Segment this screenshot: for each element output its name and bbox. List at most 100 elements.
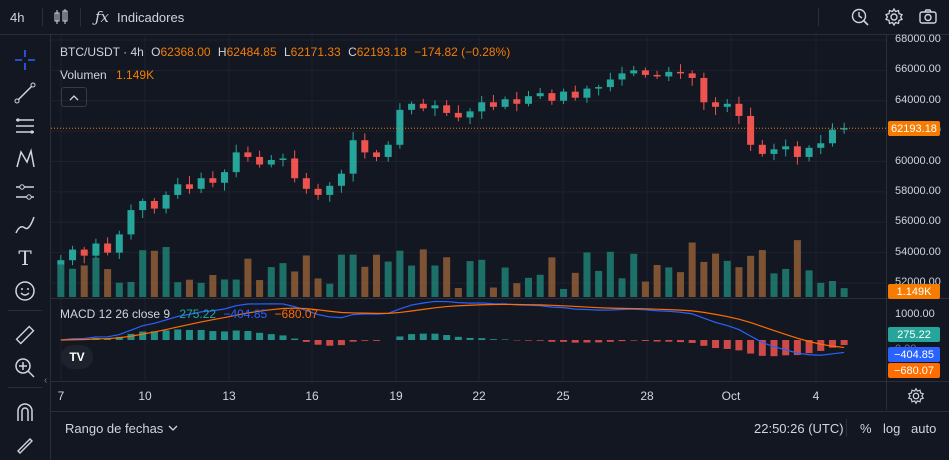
macd-histogram-bar	[770, 340, 778, 357]
settings-button[interactable]	[884, 0, 904, 34]
replay-button[interactable]	[850, 0, 870, 34]
candle-body	[793, 146, 801, 157]
symbol-name[interactable]: BTC/USDT · 4h	[60, 45, 144, 59]
candle-body	[513, 99, 521, 104]
open-label: O	[151, 45, 161, 59]
candle-body	[185, 184, 193, 189]
candle-body	[408, 103, 416, 110]
volume-bar	[676, 272, 684, 297]
tradingview-logo[interactable]: TV	[61, 345, 93, 369]
volume-bar	[466, 261, 474, 297]
trendline-tool[interactable]	[12, 80, 38, 106]
macd-histogram-bar	[127, 333, 135, 340]
interval-button[interactable]: 4h	[10, 0, 24, 34]
pattern-tool[interactable]	[12, 146, 38, 172]
trendline-icon	[14, 82, 36, 104]
candle-body	[69, 249, 77, 261]
measure-tool[interactable]	[12, 322, 38, 348]
candle-body	[57, 260, 65, 265]
snapshot-button[interactable]	[918, 0, 938, 34]
percent-toggle[interactable]: %	[860, 412, 872, 444]
candle-body	[162, 194, 170, 209]
chart-canvas[interactable]	[51, 35, 886, 410]
time-axis-label: 7	[57, 389, 65, 403]
volume-bar	[700, 261, 708, 297]
volume-bar	[127, 281, 135, 297]
macd-histogram-bar	[279, 335, 287, 340]
volume-tag-value: 1.149K	[896, 285, 932, 298]
candle-body	[373, 152, 381, 157]
volume-bar	[139, 250, 147, 297]
crosshair-tool[interactable]	[12, 47, 38, 73]
auto-toggle[interactable]: auto	[911, 412, 936, 444]
magnet-tool[interactable]	[12, 399, 38, 425]
candle-body	[267, 159, 275, 165]
text-tool[interactable]: T	[12, 245, 38, 271]
macd-histogram-bar	[115, 336, 123, 340]
candle-body	[127, 210, 135, 235]
brush-tool[interactable]	[12, 212, 38, 238]
candle-body	[221, 172, 229, 183]
volume-bar	[373, 254, 381, 297]
volume-bar	[92, 257, 100, 297]
macd-histogram-bar	[524, 340, 532, 341]
candle-body	[326, 185, 334, 195]
prediction-tool[interactable]	[12, 179, 38, 205]
macd-label[interactable]: MACD 12 26 close 9	[60, 307, 171, 321]
candles-icon	[54, 9, 68, 24]
candle-body	[466, 111, 474, 118]
macd-histogram-bar	[314, 340, 322, 345]
zoom-tool[interactable]	[12, 355, 38, 381]
date-range-button[interactable]: Rango de fechas	[65, 412, 178, 444]
time-axis-label: 25	[556, 389, 570, 403]
last-price-value: 62193.18	[891, 122, 937, 135]
volume-bar	[408, 265, 416, 297]
macd-histogram-bar	[454, 336, 462, 340]
volume-bar	[583, 252, 591, 297]
fib-tool[interactable]	[12, 113, 38, 139]
macd-histogram-bar	[630, 340, 638, 341]
volume-label[interactable]: Volumen	[60, 68, 107, 82]
signal-line	[60, 303, 845, 349]
macd-histogram-bar	[676, 340, 684, 343]
interval-label: 4h	[10, 9, 25, 25]
chart-type-button[interactable]	[53, 0, 69, 34]
collapse-toolbar-icon[interactable]: ‹	[44, 375, 48, 386]
volume-bar	[279, 263, 287, 297]
candle-body	[279, 158, 287, 160]
time-axis-label: 22	[472, 389, 486, 403]
candle-body	[665, 71, 673, 77]
candle-body	[630, 70, 638, 74]
volume-bar	[712, 253, 720, 297]
macd-histogram-bar	[735, 340, 743, 351]
close-label: C	[348, 45, 357, 59]
timezone-button[interactable]: 22:50:26 (UTC)	[754, 412, 844, 444]
replay-icon	[851, 8, 869, 26]
volume-bar	[431, 265, 439, 297]
candle-body	[501, 99, 509, 107]
pane-separator[interactable]	[51, 298, 949, 299]
candle-body	[419, 103, 427, 109]
macd-histogram-bar	[232, 330, 240, 340]
draw-mode-tool[interactable]	[12, 431, 38, 457]
volume-tag: 1.149K	[888, 284, 940, 299]
volume-bar	[443, 257, 451, 297]
tv-logo-icon: TV	[69, 350, 85, 364]
volume-bar	[489, 287, 497, 297]
bottom-toolbar: Rango de fechas 22:50:26 (UTC) % log aut…	[51, 411, 949, 446]
volume-bar	[244, 258, 252, 297]
candle-body	[688, 73, 696, 78]
chart-settings-button[interactable]	[907, 387, 925, 410]
macd-histogram-bar	[501, 339, 509, 340]
log-toggle[interactable]: log	[883, 412, 900, 444]
volume-bar	[384, 261, 392, 297]
emoji-tool[interactable]	[12, 278, 38, 304]
volume-bar	[115, 282, 123, 297]
price-axis[interactable]: 68000.0066000.0064000.0062000.0060000.00…	[886, 33, 949, 410]
candle-body	[712, 102, 720, 107]
time-axis[interactable]: 7 10 13 16 19 22 25 28 Oct 4	[51, 382, 886, 410]
collapse-legend-button[interactable]	[61, 87, 87, 107]
indicators-button[interactable]: ƒx Indicadores	[95, 0, 184, 34]
macd-line-tag-value: −404.85	[893, 348, 935, 361]
last-price-tag: 62193.18	[888, 121, 940, 137]
